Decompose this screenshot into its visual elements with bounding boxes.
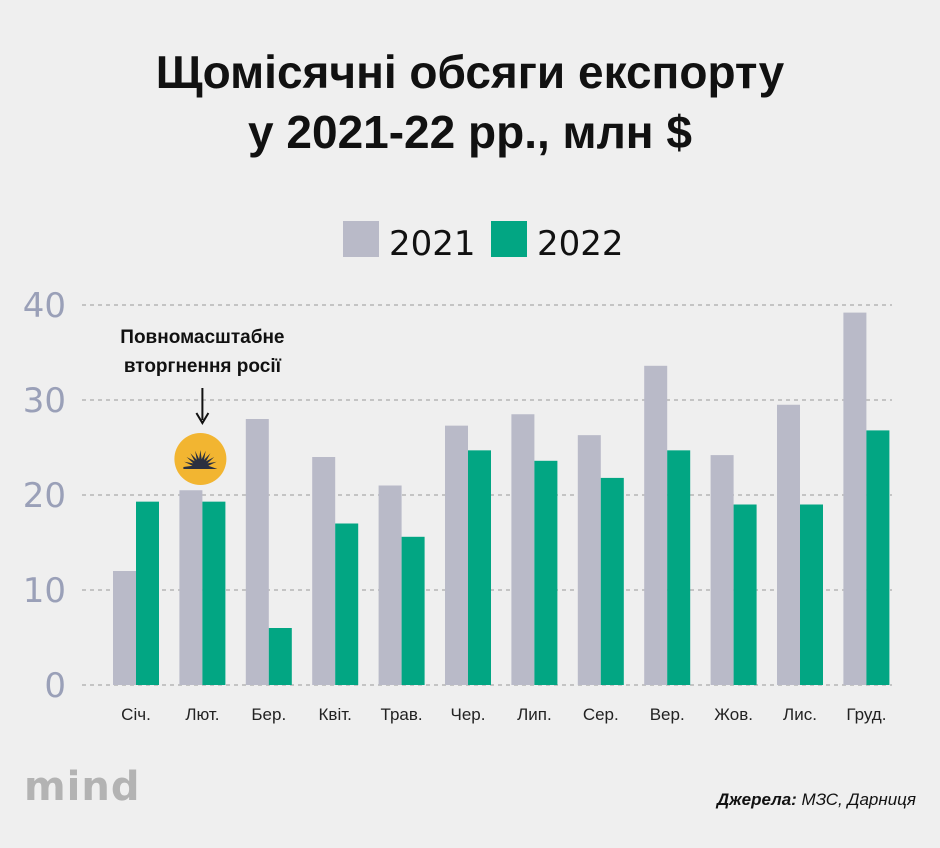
bars bbox=[113, 312, 890, 685]
bar-2021 bbox=[113, 571, 136, 685]
mind-logo: mind bbox=[24, 764, 141, 810]
x-tick-label: Трав. bbox=[381, 705, 423, 724]
bar-2021 bbox=[577, 435, 601, 685]
legend-label: 2022 bbox=[537, 224, 624, 264]
x-tick-label: Лют. bbox=[185, 705, 219, 724]
bar-2021 bbox=[445, 425, 468, 685]
y-tick-label: 30 bbox=[23, 381, 66, 421]
bar-2021 bbox=[843, 312, 867, 685]
x-tick-label: Бер. bbox=[251, 705, 286, 724]
bar-2021 bbox=[245, 419, 269, 685]
x-axis-labels: Січ. Лют. Бер. Квіт. Трав. Чер. Лип. Сер. Вер. Жо… bbox=[121, 705, 886, 724]
bar-2022 bbox=[800, 504, 823, 685]
x-tick-label: Вер. bbox=[650, 705, 685, 724]
bar-2022 bbox=[401, 536, 425, 685]
source-text: МЗС, Дарниця bbox=[796, 790, 916, 809]
gridlines bbox=[82, 304, 892, 686]
legend-label: 2021 bbox=[389, 224, 476, 264]
arrow-head bbox=[195, 412, 210, 425]
legend-swatch bbox=[491, 221, 527, 257]
chart-title: Щомісячні обсяги експорту у 2021-22 рр.,… bbox=[0, 42, 940, 162]
bar-2022 bbox=[733, 504, 757, 685]
bar-2022 bbox=[534, 460, 558, 685]
bar-2022 bbox=[667, 450, 691, 685]
x-tick-label: Лип. bbox=[517, 705, 552, 724]
bar-2021 bbox=[511, 414, 535, 685]
source-label: Джерела: bbox=[716, 790, 797, 809]
x-tick-label: Сер. bbox=[583, 705, 619, 724]
annotation-line-1: Повномасштабне bbox=[120, 327, 284, 348]
bar-2022 bbox=[268, 628, 292, 685]
bar-2022 bbox=[866, 430, 890, 685]
x-tick-label: Січ. bbox=[121, 705, 151, 724]
invasion-annotation: Повномасштабне вторгнення росії bbox=[120, 327, 285, 485]
bar-2022 bbox=[335, 523, 359, 685]
x-tick-label: Жов. bbox=[714, 705, 753, 724]
bar-2021 bbox=[378, 485, 402, 685]
y-tick-label: 10 bbox=[23, 571, 66, 611]
x-tick-label: Лис. bbox=[783, 705, 817, 724]
x-tick-label: Груд. bbox=[846, 705, 886, 724]
y-tick-label: 20 bbox=[23, 476, 66, 516]
x-tick-label: Квіт. bbox=[319, 705, 352, 724]
bar-2021 bbox=[777, 404, 800, 685]
down-arrow-icon bbox=[195, 388, 210, 425]
y-tick-label: 40 bbox=[23, 286, 66, 326]
chart-title-line-2: у 2021-22 рр., млн $ bbox=[248, 106, 692, 158]
annotation-line-2: вторгнення росії bbox=[124, 356, 282, 377]
y-tick-label: 0 bbox=[44, 666, 66, 706]
x-tick-label: Чер. bbox=[451, 705, 486, 724]
bar-2021 bbox=[644, 365, 668, 685]
bar-2021 bbox=[710, 455, 734, 685]
source-note: Джерела: МЗС, Дарниця bbox=[717, 790, 916, 810]
bar-2022 bbox=[468, 450, 491, 685]
legend-swatch bbox=[343, 221, 379, 257]
bar-2021 bbox=[312, 457, 336, 685]
bar-2022 bbox=[136, 501, 159, 685]
bar-2022 bbox=[600, 477, 624, 685]
explosion-shape bbox=[183, 450, 218, 469]
bar-2021 bbox=[179, 490, 203, 685]
explosion-icon bbox=[174, 433, 227, 485]
chart-title-line-1: Щомісячні обсяги експорту bbox=[155, 46, 785, 98]
bar-2022 bbox=[202, 501, 226, 685]
legend: 2021 2022 bbox=[343, 221, 624, 264]
y-axis-ticks: 0 10 20 30 40 bbox=[23, 286, 66, 706]
